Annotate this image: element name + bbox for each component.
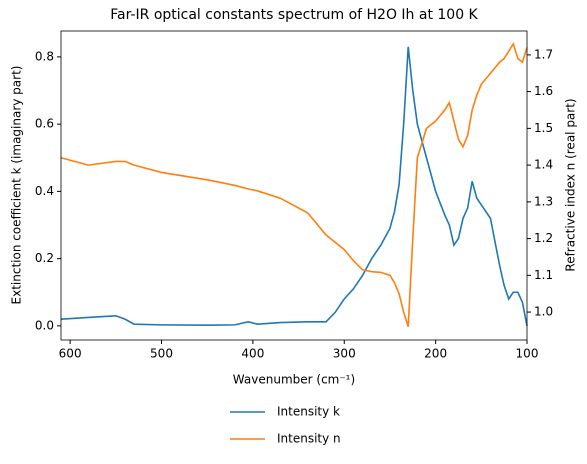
y2-tick-label: 1.1 [534,268,553,282]
y2-tick-label: 1.6 [534,84,553,98]
plot-frame [60,30,528,341]
y-axis-label: Extinction coefficient k (imaginary part… [10,66,24,305]
y2-axis-label: Refractive index n (real part) [564,98,578,271]
x-tick-label: 600 [59,347,82,361]
y2-tick-label: 1.7 [534,47,553,61]
chart-title: Far-IR optical constants spectrum of H2O… [110,7,478,23]
x-tick-label: 200 [424,347,447,361]
y-tick-label: 0.6 [35,117,54,131]
y2-tick-label: 1.5 [534,121,553,135]
y2-tick-label: 1.2 [534,231,553,245]
x-tick-label: 500 [150,347,173,361]
y-tick-label: 0.8 [35,49,54,63]
y2-tick-label: 1.0 [534,305,553,319]
y2-tick-label: 1.3 [534,194,553,208]
x-tick-label: 100 [516,347,539,361]
x-tick-label: 300 [333,347,356,361]
y2-tick-label: 1.4 [534,158,553,172]
y-tick-label: 0.2 [35,251,54,265]
series-line [60,46,528,327]
x-tick-label: 400 [241,347,264,361]
y-tick-label: 0.4 [35,184,54,198]
x-axis-label: Wavenumber (cm⁻¹) [233,373,355,387]
y-tick-label: 0.0 [35,318,54,332]
series-line [60,41,528,328]
legend-label: Intensity k [277,405,340,419]
legend-label: Intensity n [277,432,341,446]
